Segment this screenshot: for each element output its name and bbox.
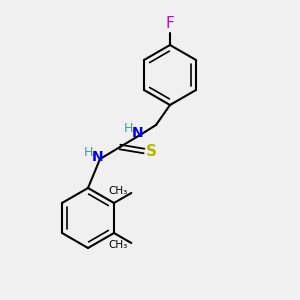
Text: S: S — [146, 145, 157, 160]
Text: F: F — [166, 16, 174, 31]
Text: H: H — [123, 122, 133, 134]
Text: H: H — [83, 146, 93, 158]
Text: CH₃: CH₃ — [108, 186, 127, 196]
Text: N: N — [132, 126, 144, 140]
Text: CH₃: CH₃ — [108, 240, 127, 250]
Text: N: N — [92, 150, 104, 164]
